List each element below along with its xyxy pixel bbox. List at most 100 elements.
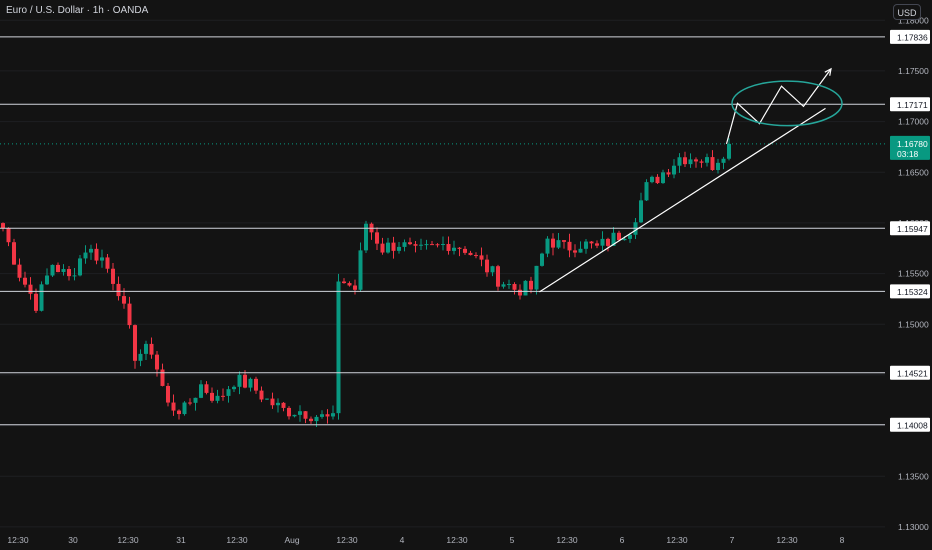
time-axis-background [0,532,885,550]
candle-body [617,232,621,241]
candle-body [435,244,440,246]
candle-body [584,241,588,249]
level-price-label: 1.14521 [897,368,928,378]
candle-body [463,248,467,253]
candle-body [127,303,132,326]
candle-body [699,161,704,163]
candle-body [325,414,330,417]
time-tick-label: 12:30 [7,535,29,545]
currency-button[interactable]: USD [893,4,921,20]
candle-body [226,389,231,396]
candle-body [309,418,313,422]
candle-body [259,390,264,400]
candle-body [457,247,462,249]
time-tick-label: 12:30 [226,535,248,545]
highlight-ellipse[interactable] [731,80,843,127]
price-tick-label: 1.18000 [898,15,929,25]
candle-body [622,238,627,241]
candle-body [243,374,247,388]
candle-body [727,143,731,159]
candle-body [155,354,159,370]
time-tick-label: Aug [284,535,299,545]
candle-body [17,264,22,278]
price-tick-label: 1.17000 [898,117,929,127]
candle-body [254,378,258,391]
candle-body [199,384,203,398]
candle-body [160,369,165,386]
candle-body [479,255,484,260]
candle-body [589,241,594,244]
candle-body [6,228,11,243]
candle-body [655,176,660,184]
candle-body [688,159,693,165]
candle-body [122,296,126,304]
candle-body [501,284,506,287]
candle-body [661,172,665,184]
price-tick-label: 1.17500 [898,66,929,76]
time-tick-label: 12:30 [556,535,578,545]
price-tick-label: 1.16500 [898,167,929,177]
candle-body [600,238,605,246]
candle-body [94,248,99,261]
candle-body [375,232,379,244]
candle-body [391,242,396,251]
candle-body [78,258,82,276]
candle-body [578,248,583,253]
price-tick-label: 1.15500 [898,269,929,279]
candle-body [639,200,643,223]
candle-body [210,392,214,401]
candle-body [347,283,352,286]
level-price-label: 1.17836 [897,32,928,42]
candle-body [452,247,456,251]
time-tick-label: 12:30 [446,535,468,545]
candle-body [677,157,682,166]
candle-body [386,242,390,253]
candle-body [12,242,16,265]
candle-body [1,223,5,229]
candle-body [507,284,511,286]
candle-body [353,285,357,290]
candle-body [534,265,539,290]
candle-body [89,248,93,253]
candle-body [694,159,698,162]
candle-body [408,242,412,245]
time-tick-label: 7 [730,535,735,545]
candle-body [496,266,500,287]
candle-body [441,244,445,246]
candle-body [485,259,489,273]
candle-body [100,257,104,261]
candle-body [468,252,473,256]
candle-body [166,385,170,403]
candle-body [672,165,676,175]
projection-path[interactable] [725,68,832,145]
candle-body [710,157,715,171]
projection-arrow-head [824,67,832,76]
current-price-label: 1.16780 [897,139,928,149]
candle-body [716,162,720,171]
price-tick-label: 1.15000 [898,319,929,329]
candle-body [424,244,429,246]
candle-body [364,223,368,251]
candle-body [529,280,533,290]
candle-body [292,414,297,417]
candle-body [331,413,335,417]
candle-body [666,172,671,175]
level-price-tag [890,97,930,112]
candle-body [545,238,550,254]
candle-body [56,264,60,273]
candle-body [188,402,192,404]
candle-body [105,257,110,269]
level-price-tag [890,365,930,380]
candle-body [298,411,302,415]
candle-body [551,238,555,248]
trendline[interactable] [539,107,826,293]
time-tick-label: 12:30 [666,535,688,545]
candle-body [705,157,709,163]
candle-body [204,384,209,393]
candle-body [303,411,308,419]
candle-body [237,374,242,387]
candle-body [721,158,726,163]
candle-body [540,253,544,266]
candle-body [314,416,319,422]
